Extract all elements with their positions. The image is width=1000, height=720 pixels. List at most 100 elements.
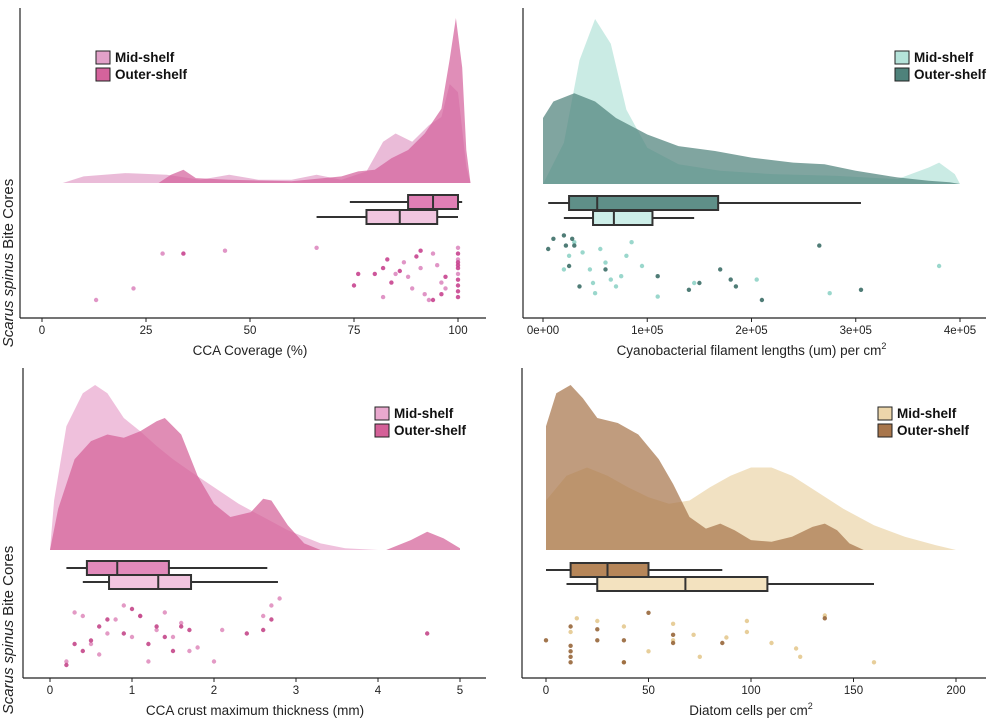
data-point-outer bbox=[566, 263, 572, 269]
data-point-mid bbox=[629, 240, 634, 245]
data-point-outer bbox=[88, 638, 94, 643]
data-point-mid bbox=[655, 294, 660, 299]
data-point-mid bbox=[697, 654, 702, 659]
data-point-outer bbox=[397, 268, 402, 274]
data-point-mid bbox=[187, 648, 192, 654]
x-tick-label: 100 bbox=[448, 325, 467, 337]
legend-label-outer: Outer-shelf bbox=[115, 67, 188, 82]
data-point-mid bbox=[393, 271, 398, 277]
data-point-outer bbox=[430, 297, 436, 303]
data-point-mid bbox=[608, 277, 613, 282]
box-iqr bbox=[108, 574, 193, 590]
x-tick-label: 5 bbox=[457, 685, 463, 697]
data-point-outer bbox=[546, 246, 551, 252]
data-point-outer bbox=[356, 271, 361, 277]
data-point-outer bbox=[455, 277, 461, 282]
data-point-outer bbox=[718, 267, 723, 272]
data-point-mid bbox=[170, 634, 176, 640]
data-point-outer bbox=[187, 627, 192, 633]
data-point-mid bbox=[691, 632, 696, 637]
boxplot-mid bbox=[566, 576, 874, 592]
data-point-outer bbox=[603, 267, 608, 272]
data-point-outer bbox=[372, 271, 377, 277]
data-point-mid bbox=[580, 250, 585, 255]
density-cloud-outer bbox=[50, 418, 460, 550]
chart-panel-diatom-cells: 0 50 100 150 200 Diatom cells per cm2 Mid-shel… bbox=[521, 368, 986, 718]
x-tick-label: 0e+00 bbox=[527, 325, 559, 337]
data-point-mid bbox=[211, 659, 217, 664]
data-point-mid bbox=[443, 286, 448, 291]
legend-swatch-mid bbox=[894, 50, 910, 65]
box-iqr bbox=[569, 562, 650, 578]
data-point-mid bbox=[754, 277, 759, 282]
data-point-mid bbox=[64, 659, 69, 664]
data-point-outer bbox=[439, 292, 444, 297]
data-point-outer bbox=[385, 257, 390, 262]
data-point-outer bbox=[72, 641, 77, 647]
data-point-mid bbox=[80, 613, 86, 619]
data-point-outer bbox=[568, 654, 573, 659]
x-tick-label: 75 bbox=[348, 325, 361, 337]
boxplot-mid bbox=[563, 210, 695, 226]
data-point-outer bbox=[380, 265, 386, 271]
legend: Mid-shelf Outer-shelf bbox=[877, 406, 970, 438]
y-axis-label: Scarus spinus Bite Cores bbox=[0, 546, 17, 714]
data-point-outer bbox=[572, 243, 577, 248]
boxplot-mid bbox=[82, 574, 278, 590]
data-point-outer bbox=[455, 289, 461, 294]
data-point-mid bbox=[613, 284, 619, 289]
data-point-outer bbox=[418, 248, 423, 253]
data-point-outer bbox=[646, 610, 651, 615]
data-point-mid bbox=[380, 294, 386, 300]
data-point-outer bbox=[759, 297, 765, 303]
data-point-outer bbox=[568, 649, 573, 654]
box-iqr bbox=[568, 195, 720, 211]
data-point-mid bbox=[574, 616, 579, 621]
x-tick-label: 1 bbox=[129, 685, 135, 697]
density-cloud-outer bbox=[543, 93, 960, 184]
data-point-mid bbox=[572, 240, 577, 245]
data-point-mid bbox=[592, 291, 598, 296]
data-point-mid bbox=[195, 645, 200, 650]
legend: Mid-shelf Outer-shelf bbox=[894, 50, 987, 82]
data-point-outer bbox=[181, 251, 186, 256]
data-point-mid bbox=[936, 263, 942, 269]
x-tick-label: 3 bbox=[293, 685, 299, 697]
data-point-outer bbox=[455, 251, 461, 256]
data-point-outer bbox=[720, 640, 725, 646]
data-point-outer bbox=[621, 638, 627, 643]
boxplot-outer bbox=[546, 562, 723, 578]
x-tick-label: 0 bbox=[39, 325, 45, 337]
legend-swatch-outer bbox=[374, 423, 390, 438]
data-point-outer bbox=[822, 616, 827, 621]
density-cloud-outer bbox=[158, 18, 471, 183]
data-point-outer bbox=[568, 643, 573, 648]
data-point-outer bbox=[146, 641, 151, 647]
data-point-mid bbox=[314, 245, 319, 250]
data-point-mid bbox=[154, 627, 159, 633]
data-point-outer bbox=[154, 624, 159, 629]
data-point-mid bbox=[587, 267, 593, 272]
data-point-mid bbox=[426, 297, 432, 303]
x-tick-label: 4e+05 bbox=[944, 325, 976, 337]
data-point-mid bbox=[793, 646, 799, 651]
data-point-outer bbox=[595, 638, 600, 643]
legend-swatch-outer bbox=[894, 67, 910, 82]
data-point-outer bbox=[570, 236, 575, 241]
data-point-outer bbox=[455, 294, 461, 300]
data-point-mid bbox=[439, 280, 444, 285]
data-point-mid bbox=[435, 263, 440, 268]
data-point-mid bbox=[277, 596, 282, 601]
data-point-outer bbox=[568, 660, 573, 665]
boxplot-outer bbox=[349, 194, 463, 210]
data-point-outer bbox=[733, 284, 739, 289]
chart-panel-cyano-filament: 0e+00 1e+05 2e+05 3e+05 4e+05 Cyanobacterial … bbox=[522, 8, 987, 358]
data-point-mid bbox=[769, 640, 774, 646]
x-tick-label: 0 bbox=[47, 685, 53, 697]
data-point-mid bbox=[261, 613, 266, 619]
x-tick-label: 100 bbox=[741, 685, 760, 697]
data-point-outer bbox=[105, 617, 110, 622]
data-point-outer bbox=[64, 662, 69, 668]
data-point-mid bbox=[121, 603, 127, 608]
